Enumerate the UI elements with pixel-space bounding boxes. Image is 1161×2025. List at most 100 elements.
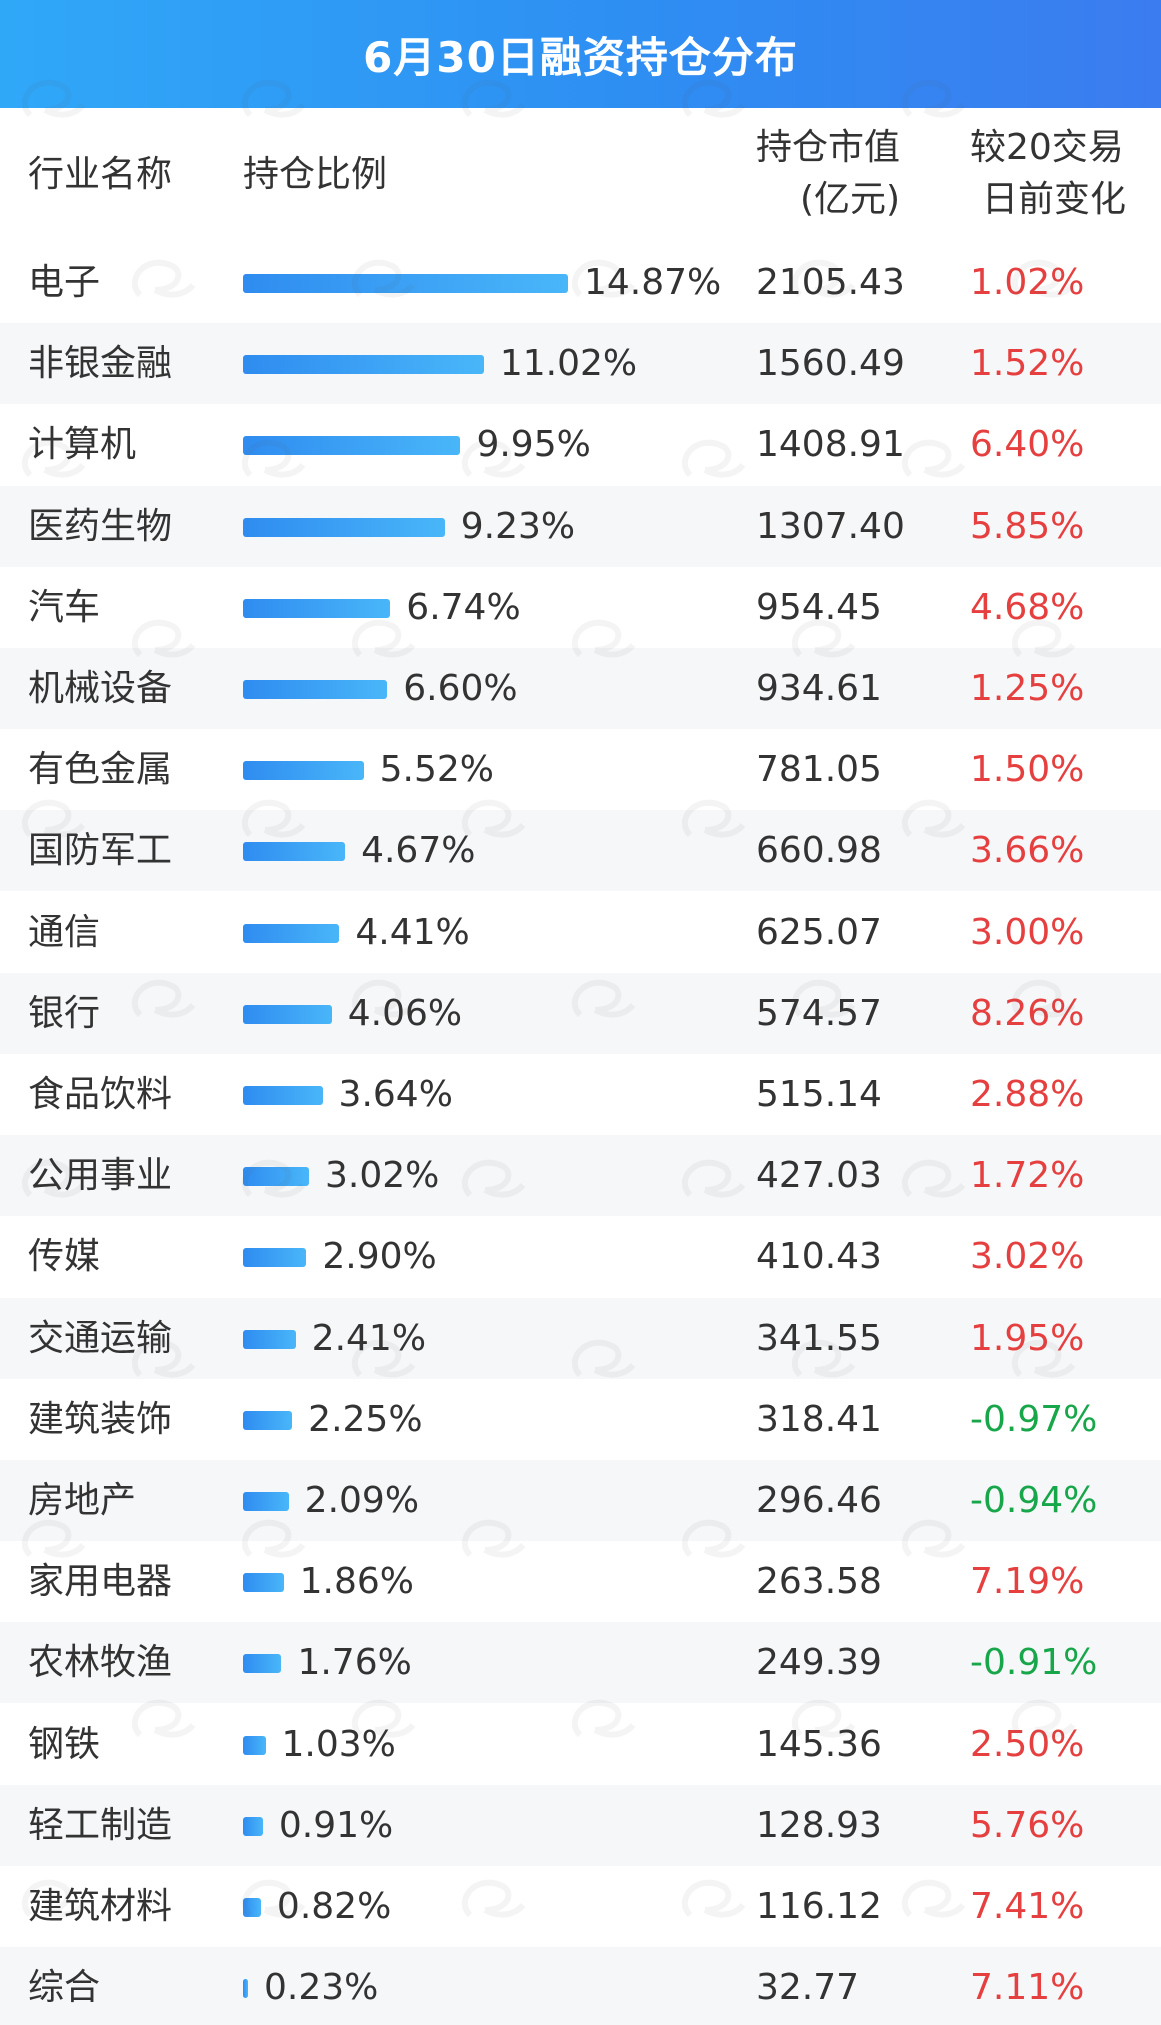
holding-value: 954.45 <box>756 586 882 628</box>
change-value: 4.68% <box>970 586 1085 628</box>
industry-name: 轻工制造 <box>28 1804 173 1846</box>
change-value: 1.50% <box>970 749 1085 791</box>
watermark-logo <box>21 1159 86 1198</box>
change-value: 5.76% <box>970 1804 1085 1846</box>
ratio-bar <box>243 680 388 699</box>
table-row: 建筑材料 0.82% 116.12 7.41% <box>0 1866 1161 1947</box>
holding-value: 32.77 <box>756 1967 860 2009</box>
watermark-logo <box>901 799 966 838</box>
ratio-bar <box>243 1979 249 1999</box>
holding-value: 515.14 <box>756 1074 882 1115</box>
watermark-logo <box>351 1339 416 1378</box>
watermark-logo <box>681 79 746 118</box>
holding-value: 410.43 <box>756 1236 882 1278</box>
watermark-logo <box>461 1159 526 1198</box>
change-value: 3.02% <box>970 1236 1085 1278</box>
change-value: 1.02% <box>970 262 1085 303</box>
table-row: 计算机 9.95% 1408.91 6.40% <box>0 404 1161 485</box>
ratio-label: 2.90% <box>322 1236 437 1278</box>
industry-name: 银行 <box>28 992 101 1034</box>
ratio-bar <box>243 1816 263 1836</box>
table-row: 轻工制造 0.91% 128.93 5.76% <box>0 1784 1161 1866</box>
chart-title: 6月30日融资持仓分布 <box>0 0 1161 108</box>
header-change-line-1: 较20交易 <box>970 127 1124 168</box>
industry-name: 通信 <box>28 911 101 953</box>
ratio-label: 6.74% <box>406 586 521 628</box>
ratio-label: 2.25% <box>308 1398 423 1440</box>
holding-value: 263.58 <box>756 1561 882 1603</box>
watermark-logo <box>791 259 856 298</box>
industry-name: 交通运输 <box>28 1317 173 1359</box>
change-value: -0.91% <box>970 1642 1098 1684</box>
watermark-logo <box>571 1699 636 1738</box>
table-row: 食品饮料 3.64% 515.14 2.88% <box>0 1054 1161 1135</box>
watermark-logo <box>571 1339 636 1378</box>
table-row: 银行 4.06% 574.57 8.26% <box>0 972 1161 1054</box>
change-value: 6.40% <box>970 424 1085 466</box>
watermark-logo <box>241 439 306 478</box>
table-row: 公用事业 3.02% 427.03 1.72% <box>0 1135 1161 1217</box>
table-row: 农林牧渔 1.76% 249.39 -0.91% <box>0 1622 1161 1704</box>
table-row: 建筑装饰 2.25% 318.41 -0.97% <box>0 1379 1161 1460</box>
holding-value: 128.93 <box>756 1804 882 1846</box>
holding-value: 660.98 <box>756 830 882 872</box>
holding-value: 318.41 <box>756 1398 882 1440</box>
table-row: 综合 0.23% 32.77 7.11% <box>0 1947 1161 2025</box>
industry-name: 公用事业 <box>28 1155 173 1197</box>
change-value: 1.95% <box>970 1317 1085 1359</box>
header-value-line-2: (亿元) <box>800 179 901 220</box>
watermark-logo <box>461 799 526 838</box>
watermark-logo <box>1011 259 1076 298</box>
industry-name: 综合 <box>28 1967 101 2009</box>
ratio-label: 2.09% <box>304 1480 420 1521</box>
change-value: 3.00% <box>970 911 1085 953</box>
watermark-logo <box>681 439 746 478</box>
header-value: 持仓市值 (亿元) <box>756 122 900 226</box>
change-value: 2.50% <box>970 1723 1085 1765</box>
change-value: 8.26% <box>970 992 1085 1034</box>
watermark-logo <box>131 1339 196 1378</box>
industry-name: 建筑装饰 <box>28 1398 173 1440</box>
holding-value: 341.55 <box>756 1317 882 1359</box>
ratio-bar <box>243 355 484 375</box>
industry-name: 电子 <box>28 262 101 303</box>
ratio-label: 6.60% <box>403 668 518 709</box>
ratio-bar <box>243 274 568 293</box>
table-row: 电子 14.87% 2105.43 1.02% <box>0 242 1161 323</box>
industry-name: 有色金属 <box>28 749 173 791</box>
watermark-logo <box>241 799 306 838</box>
change-value: 7.11% <box>970 1967 1085 2009</box>
ratio-bar <box>243 1410 293 1430</box>
watermark-logo <box>791 1699 856 1738</box>
industry-name: 家用电器 <box>28 1561 173 1603</box>
watermark-logo <box>241 79 306 118</box>
watermark-logo <box>791 619 856 658</box>
ratio-bar <box>243 1573 284 1593</box>
ratio-bar <box>243 517 445 537</box>
change-value: 5.85% <box>970 505 1085 547</box>
change-value: 2.88% <box>970 1074 1085 1115</box>
table-row: 通信 4.41% 625.07 3.00% <box>0 892 1161 973</box>
industry-name: 传媒 <box>28 1236 101 1278</box>
table-row: 汽车 6.74% 954.45 4.68% <box>0 567 1161 648</box>
ratio-bar <box>243 1086 323 1105</box>
watermark-logo <box>351 1699 416 1738</box>
ratio-label: 1.86% <box>299 1561 415 1603</box>
watermark-logo <box>21 439 86 478</box>
change-value: -0.94% <box>970 1480 1098 1521</box>
header-change-line-2: 日前变化 <box>982 179 1127 220</box>
ratio-label: 4.41% <box>355 911 470 953</box>
table-header: 行业名称 持仓比例 持仓市值 (亿元) 较20交易 日前变化 <box>0 108 1161 242</box>
watermark-logo <box>131 259 196 298</box>
ratio-bar <box>243 1004 332 1024</box>
watermark-logo <box>681 799 746 838</box>
industry-name: 医药生物 <box>28 505 173 547</box>
table-row: 国防军工 4.67% 660.98 3.66% <box>0 810 1161 892</box>
holding-value: 934.61 <box>756 668 882 709</box>
holding-value: 625.07 <box>756 911 882 953</box>
watermark-logo <box>1011 1339 1076 1378</box>
ratio-bar <box>243 1248 307 1268</box>
holding-value: 249.39 <box>756 1642 882 1684</box>
ratio-bar <box>243 1492 289 1511</box>
